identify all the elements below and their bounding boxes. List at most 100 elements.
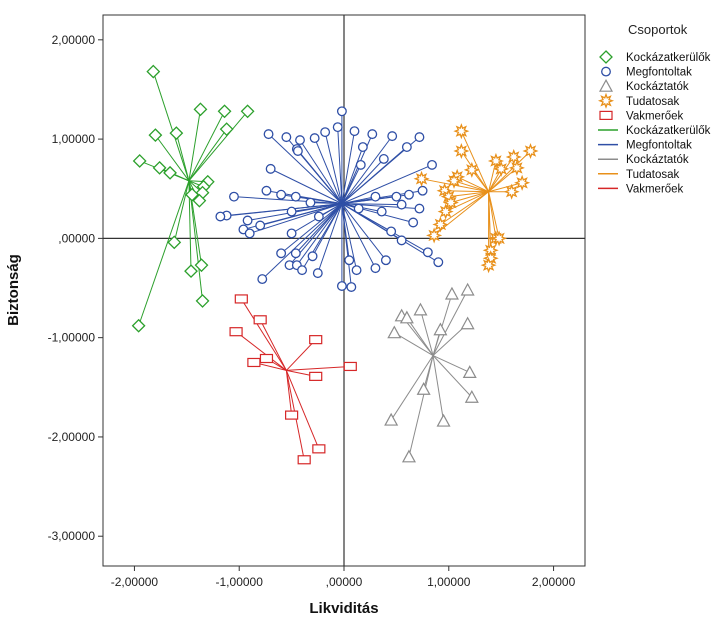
data-point	[276, 248, 287, 259]
data-point	[240, 104, 255, 119]
legend-label: Megfontoltak	[626, 140, 692, 152]
data-point	[444, 286, 459, 300]
data-point	[193, 102, 208, 117]
data-point	[313, 211, 324, 222]
centroid-ray	[188, 110, 248, 182]
x-tick-label: 1,00000	[427, 575, 471, 589]
y-tick-label: 2,00000	[52, 33, 96, 47]
data-point	[355, 159, 366, 170]
data-point	[234, 294, 248, 304]
x-axis-title: Likviditás	[309, 600, 378, 617]
centroid-ray	[314, 137, 343, 204]
data-point	[480, 257, 497, 274]
data-point	[290, 191, 301, 202]
data-point	[332, 122, 343, 133]
data-point	[320, 127, 331, 138]
data-point	[163, 165, 177, 180]
centroid-ray	[249, 203, 343, 234]
data-point	[309, 371, 323, 381]
centroid-ray	[297, 150, 343, 204]
data-point	[312, 268, 323, 279]
data-point	[286, 206, 297, 217]
legend-marker	[599, 50, 613, 64]
data-point	[437, 203, 454, 220]
series-megfontoltak	[215, 106, 444, 292]
centroid-ray	[488, 191, 500, 239]
data-point	[433, 322, 448, 336]
data-point	[307, 251, 318, 262]
data-point	[401, 449, 416, 463]
centroid-ray	[317, 203, 343, 274]
data-point	[219, 122, 234, 137]
legend-label: Megfontoltak	[626, 67, 692, 79]
data-point	[169, 126, 184, 141]
centroid-ray	[488, 150, 531, 193]
data-point	[259, 353, 274, 364]
centroid-ray	[341, 203, 376, 269]
centroid-ray	[341, 164, 433, 205]
data-point	[514, 174, 531, 191]
centroid-ray	[456, 176, 489, 193]
centroid-ray	[175, 133, 190, 181]
series-vakmeroek	[229, 294, 357, 465]
centroid-ray	[299, 139, 343, 204]
legend-label: Kockázatkerülők	[626, 125, 711, 137]
data-point	[295, 135, 305, 146]
data-point	[387, 325, 402, 339]
data-point	[336, 106, 347, 117]
centroid-ray	[233, 196, 342, 205]
centroid-ray	[341, 203, 420, 210]
data-point	[367, 129, 378, 140]
data-point	[349, 126, 360, 137]
data-point	[253, 315, 267, 325]
data-point	[276, 189, 287, 200]
legend-label: Kockázatkerülők	[626, 52, 711, 64]
y-tick-label: -3,00000	[48, 529, 96, 543]
data-point	[370, 263, 381, 274]
data-point	[261, 185, 272, 196]
data-point	[380, 255, 391, 266]
centroid-ray	[341, 164, 362, 204]
centroid-ray	[152, 71, 190, 181]
data-point	[396, 199, 407, 210]
x-tick-label: -2,00000	[111, 575, 159, 589]
data-point	[297, 455, 311, 465]
centroid-ray	[188, 180, 204, 301]
data-point	[229, 191, 239, 202]
centroid-ray	[138, 180, 190, 326]
x-tick-label: 2,00000	[532, 575, 576, 589]
legend-label: Tudatosak	[626, 169, 680, 181]
data-point	[146, 64, 161, 79]
data-point	[505, 148, 522, 166]
data-point	[255, 220, 266, 231]
centroid-ray	[341, 131, 355, 204]
centroid-ray	[432, 355, 445, 422]
centroid-ray	[235, 331, 287, 371]
data-point	[184, 264, 198, 279]
series-layer	[131, 64, 539, 465]
data-point	[281, 132, 292, 143]
centroid-ray	[310, 202, 342, 205]
centroid-ray	[341, 203, 387, 261]
data-point	[442, 194, 459, 211]
data-point	[462, 365, 477, 379]
data-point	[344, 255, 355, 266]
centroid-ray	[261, 203, 343, 280]
data-point	[336, 281, 347, 291]
data-point	[416, 382, 431, 395]
data-point	[297, 265, 308, 276]
y-tick-label: -1,00000	[48, 331, 96, 345]
data-point	[346, 282, 357, 292]
data-point	[426, 227, 443, 244]
centroid-ray	[337, 127, 343, 204]
data-point	[185, 187, 199, 202]
centroid-ray	[173, 180, 190, 243]
centroid-ray	[445, 191, 489, 213]
centroid-ray	[291, 203, 342, 213]
data-point	[433, 257, 444, 268]
series-kockazatkerulok	[131, 64, 255, 333]
data-point	[309, 133, 320, 144]
data-point	[503, 183, 520, 200]
data-point	[417, 185, 428, 196]
data-point	[432, 216, 449, 233]
